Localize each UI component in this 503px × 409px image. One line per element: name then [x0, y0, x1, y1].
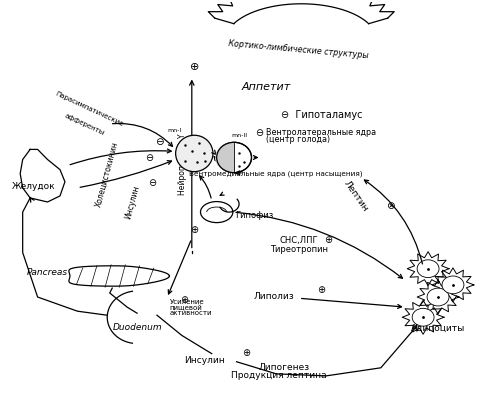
Text: афференты: афференты: [64, 112, 106, 136]
Text: ⊕: ⊕: [324, 234, 332, 245]
Text: Холецистокинин: Холецистокинин: [94, 140, 120, 208]
Circle shape: [412, 309, 434, 326]
Text: ⊖  Гипоталамус: ⊖ Гипоталамус: [281, 110, 363, 120]
Text: Гипофиз: Гипофиз: [235, 210, 274, 219]
Text: mn-I: mn-I: [167, 128, 182, 133]
Text: Усиление: Усиление: [170, 298, 204, 304]
Text: Аппетит: Аппетит: [242, 81, 291, 92]
Text: ⊖: ⊖: [255, 128, 263, 138]
Circle shape: [427, 288, 449, 306]
Text: Инсулин: Инсулин: [184, 355, 225, 364]
Text: ⊕: ⊕: [190, 225, 198, 235]
Text: пищевой: пищевой: [170, 303, 202, 310]
Text: Инсулин: Инсулин: [123, 184, 141, 219]
Text: Парасимпатические: Парасимпатические: [55, 90, 125, 127]
Text: Pancreas: Pancreas: [27, 267, 68, 276]
Text: ⊕: ⊕: [317, 284, 325, 294]
Text: (центр голода): (центр голода): [267, 135, 330, 144]
Ellipse shape: [176, 136, 213, 172]
Text: СНС,ЛПГ: СНС,ЛПГ: [280, 236, 318, 245]
Text: ⊕: ⊕: [180, 294, 189, 304]
Text: Липогенез: Липогенез: [258, 362, 309, 371]
Text: mn-II: mn-II: [231, 133, 247, 138]
Wedge shape: [215, 143, 234, 173]
Text: ⊕: ⊕: [242, 347, 250, 357]
Text: Желудок: Желудок: [12, 182, 55, 191]
Text: Липолиз: Липолиз: [254, 292, 294, 301]
Text: ⊖: ⊖: [155, 137, 164, 147]
Text: Вентромедиальные ядра (центр насыщения): Вентромедиальные ядра (центр насыщения): [189, 171, 363, 177]
Text: ⊕: ⊕: [190, 61, 199, 71]
Text: ⊖: ⊖: [145, 153, 153, 163]
Text: Duodenum: Duodenum: [112, 323, 162, 332]
Ellipse shape: [217, 143, 252, 173]
Text: ⊖: ⊖: [148, 177, 156, 187]
Text: Тиреотропин: Тиреотропин: [270, 244, 328, 253]
Text: Вентролатеральные ядра: Вентролатеральные ядра: [267, 128, 377, 137]
Text: ⊗: ⊗: [386, 200, 395, 211]
Circle shape: [417, 260, 439, 278]
Text: Нейропептид Y: Нейропептид Y: [179, 133, 187, 195]
Text: Продукция лептина: Продукция лептина: [231, 370, 326, 379]
Text: Лептин: Лептин: [342, 178, 370, 213]
Text: активности: активности: [170, 310, 212, 316]
Circle shape: [442, 276, 464, 294]
Text: Кортико-лимбические структуры: Кортико-лимбические структуры: [228, 38, 369, 60]
Text: Адипоциты: Адипоциты: [411, 323, 465, 332]
